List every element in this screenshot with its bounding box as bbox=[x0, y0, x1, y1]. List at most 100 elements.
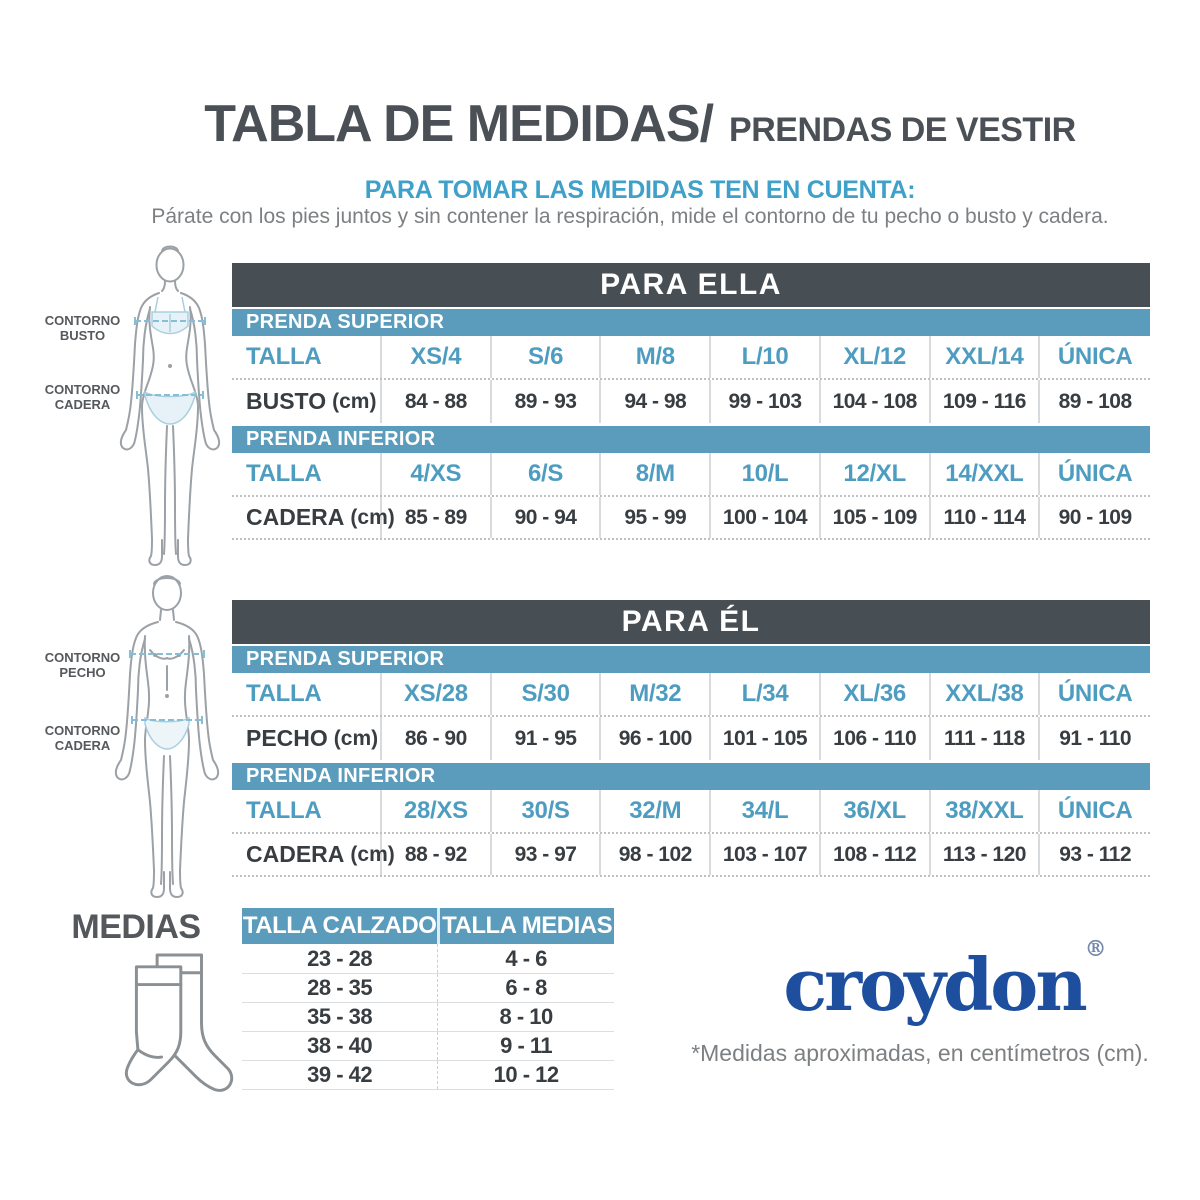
medias-table: TALLA CALZADO TALLA MEDIAS 23 - 28 4 - 6… bbox=[242, 908, 614, 1090]
medias-header-row: TALLA CALZADO TALLA MEDIAS bbox=[242, 908, 614, 944]
size-cell: XS/4 bbox=[382, 336, 492, 378]
medias-body: 23 - 28 4 - 6 28 - 35 6 - 8 35 - 38 8 - … bbox=[242, 944, 614, 1090]
el-superior-band: PRENDA SUPERIOR bbox=[232, 646, 1150, 673]
value-cell: 89 - 108 bbox=[1058, 389, 1133, 413]
table-para-ella: PARA ELLA PRENDA SUPERIOR TALLA XS/4 S/6… bbox=[232, 263, 1150, 540]
size-cell: 14/XXL bbox=[931, 453, 1041, 495]
size-cell: ÚNICA bbox=[1057, 680, 1133, 707]
male-figure-illustration bbox=[114, 575, 220, 898]
table-ella-title: PARA ELLA bbox=[232, 263, 1150, 307]
size-cell: XXL/38 bbox=[931, 673, 1041, 715]
size-cell: 12/XL bbox=[821, 453, 931, 495]
size-cell: XL/36 bbox=[821, 673, 931, 715]
size-cell: ÚNICA bbox=[1057, 460, 1133, 487]
value-cell: 113 - 120 bbox=[931, 834, 1041, 875]
value-cell: 84 - 88 bbox=[382, 380, 492, 423]
el-superior-size-row: TALLA XS/28 S/30 M/32 L/34 XL/36 XXL/38 … bbox=[232, 673, 1150, 715]
measure-header-cell: BUSTO (cm) bbox=[232, 380, 382, 423]
medias-calzado-value: 23 - 28 bbox=[307, 945, 373, 971]
size-cell: S/30 bbox=[492, 673, 602, 715]
instruction-text: Párate con los pies juntos y sin contene… bbox=[151, 205, 1109, 228]
table-para-el: PARA ÉL PRENDA SUPERIOR TALLA XS/28 S/30… bbox=[232, 600, 1150, 877]
size-cell: 4/XS bbox=[382, 453, 492, 495]
medias-row: 39 - 42 10 - 12 bbox=[242, 1060, 614, 1089]
value-cell: 106 - 110 bbox=[821, 717, 931, 760]
medias-row: 23 - 28 4 - 6 bbox=[242, 944, 614, 973]
registered-mark: ® bbox=[1084, 936, 1107, 962]
el-inferior-size-row: TALLA 28/XS 30/S 32/M 34/L 36/XL 38/XXL … bbox=[232, 790, 1150, 832]
size-cell: 10/L bbox=[711, 453, 821, 495]
page-title-sub: PRENDAS DE VESTIR bbox=[729, 111, 1076, 149]
value-cell: 91 - 95 bbox=[492, 717, 602, 760]
size-cell: 38/XXL bbox=[931, 790, 1041, 832]
size-cell: 34/L bbox=[711, 790, 821, 832]
size-cell: S/6 bbox=[492, 336, 602, 378]
size-cell: M/8 bbox=[601, 336, 712, 378]
size-cell: M/32 bbox=[601, 673, 712, 715]
brand-logo: croydon® bbox=[730, 936, 1160, 1027]
female-bust-label: CONTORNO BUSTO bbox=[44, 313, 121, 343]
medias-header-medias: TALLA MEDIAS bbox=[437, 908, 614, 944]
medias-calzado-value: 35 - 38 bbox=[307, 1004, 373, 1029]
size-header-cell: TALLA bbox=[232, 790, 382, 832]
size-cell: XL/12 bbox=[821, 336, 931, 378]
ella-inferior-band: PRENDA INFERIOR bbox=[232, 426, 1150, 453]
medias-medias-value: 10 - 12 bbox=[437, 1061, 614, 1089]
value-cell: 111 - 118 bbox=[931, 717, 1041, 760]
value-cell: 88 - 92 bbox=[382, 834, 492, 875]
size-header-cell: TALLA bbox=[232, 453, 382, 495]
male-chest-label: CONTORNO PECHO bbox=[44, 650, 121, 680]
medias-medias-value: 4 - 6 bbox=[437, 944, 614, 973]
value-cell: 104 - 108 bbox=[821, 380, 931, 423]
size-cell: 6/S bbox=[492, 453, 602, 495]
value-cell: 95 - 99 bbox=[601, 497, 712, 538]
ella-inferior-size-row: TALLA 4/XS 6/S 8/M 10/L 12/XL 14/XXL ÚNI… bbox=[232, 453, 1150, 495]
medias-row: 35 - 38 8 - 10 bbox=[242, 1002, 614, 1031]
value-cell: 109 - 116 bbox=[931, 380, 1041, 423]
female-figure-illustration bbox=[119, 245, 221, 566]
medias-header-calzado: TALLA CALZADO bbox=[242, 912, 437, 939]
value-cell: 90 - 94 bbox=[492, 497, 602, 538]
brand-name: croydon bbox=[783, 942, 1087, 1027]
size-cell: L/34 bbox=[711, 673, 821, 715]
size-cell: L/10 bbox=[711, 336, 821, 378]
value-cell: 85 - 89 bbox=[382, 497, 492, 538]
value-cell: 100 - 104 bbox=[711, 497, 821, 538]
value-cell: 99 - 103 bbox=[711, 380, 821, 423]
value-cell: 90 - 109 bbox=[1058, 505, 1133, 529]
value-cell: 91 - 110 bbox=[1059, 726, 1132, 750]
value-cell: 93 - 112 bbox=[1059, 842, 1132, 866]
page-title: TABLA DE MEDIDAS/ PRENDAS DE VESTIR bbox=[110, 94, 1170, 154]
medias-medias-value: 9 - 11 bbox=[437, 1032, 614, 1060]
value-cell: 96 - 100 bbox=[601, 717, 712, 760]
medias-medias-value: 8 - 10 bbox=[437, 1003, 614, 1031]
value-cell: 105 - 109 bbox=[821, 497, 931, 538]
medias-title: MEDIAS bbox=[71, 908, 201, 946]
footnote: *Medidas aproximadas, en centímetros (cm… bbox=[691, 1040, 1149, 1066]
male-hip-label: CONTORNO CADERA bbox=[44, 723, 121, 753]
ella-cadera-row: CADERA (cm) 85 - 89 90 - 94 95 - 99 100 -… bbox=[232, 495, 1150, 540]
value-cell: 101 - 105 bbox=[711, 717, 821, 760]
value-cell: 110 - 114 bbox=[931, 497, 1041, 538]
value-cell: 108 - 112 bbox=[821, 834, 931, 875]
ella-superior-size-row: TALLA XS/4 S/6 M/8 L/10 XL/12 XXL/14 ÚNI… bbox=[232, 336, 1150, 378]
medias-row: 28 - 35 6 - 8 bbox=[242, 973, 614, 1002]
measure-header-cell: CADERA (cm) bbox=[232, 834, 395, 875]
ella-superior-band: PRENDA SUPERIOR bbox=[232, 309, 1150, 336]
medias-calzado-value: 38 - 40 bbox=[307, 1033, 373, 1058]
medias-row: 38 - 40 9 - 11 bbox=[242, 1031, 614, 1060]
instruction-heading: PARA TOMAR LAS MEDIDAS TEN EN CUENTA: bbox=[364, 176, 916, 204]
el-inferior-band: PRENDA INFERIOR bbox=[232, 763, 1150, 790]
size-cell: 36/XL bbox=[821, 790, 931, 832]
el-pecho-row: PECHO (cm) 86 - 90 91 - 95 96 - 100 101 -… bbox=[232, 715, 1150, 760]
size-cell: ÚNICA bbox=[1057, 343, 1133, 370]
size-cell: XXL/14 bbox=[931, 336, 1041, 378]
size-cell: 30/S bbox=[492, 790, 602, 832]
measure-header-cell: CADERA (cm) bbox=[232, 497, 395, 538]
page-title-main: TABLA DE MEDIDAS/ bbox=[204, 95, 714, 153]
size-header-cell: TALLA bbox=[232, 336, 382, 378]
ella-busto-row: BUSTO (cm) 84 - 88 89 - 93 94 - 98 99 - 1… bbox=[232, 378, 1150, 423]
size-cell: ÚNICA bbox=[1057, 797, 1133, 824]
value-cell: 94 - 98 bbox=[601, 380, 712, 423]
